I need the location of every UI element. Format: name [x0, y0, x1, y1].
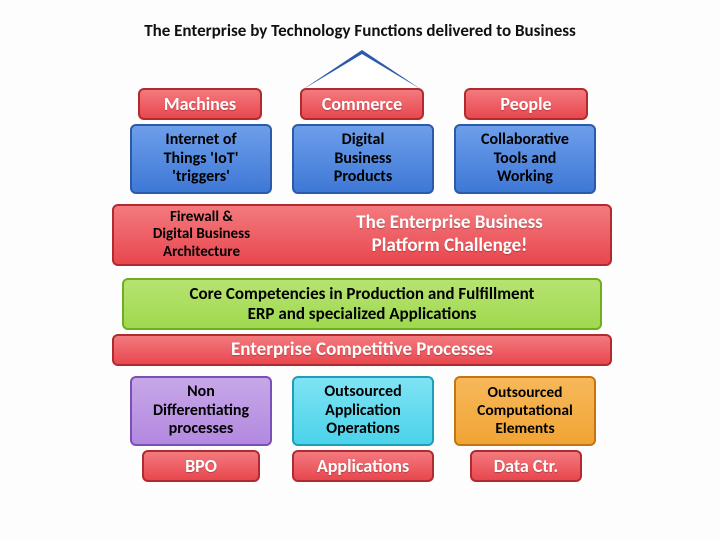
- box-iot-label: Internet of Things 'IoT' 'triggers': [164, 131, 239, 186]
- box-non-differentiating: Non Differentiating processes: [130, 376, 272, 446]
- box-iot: Internet of Things 'IoT' 'triggers': [130, 124, 272, 194]
- footer-bpo: BPO: [142, 450, 260, 482]
- header-machines-label: Machines: [164, 94, 236, 115]
- box-outsourced-app-ops: Outsourced Application Operations: [292, 376, 434, 446]
- footer-data-ctr: Data Ctr.: [470, 450, 582, 482]
- firewall-architecture-label: Firewall & Digital Business Architecture: [114, 205, 289, 265]
- core-competencies-box: Core Competencies in Production and Fulf…: [122, 278, 602, 330]
- header-commerce-label: Commerce: [322, 94, 402, 115]
- header-commerce: Commerce: [300, 88, 424, 120]
- footer-applications-label: Applications: [317, 456, 409, 477]
- roof-fill: [302, 54, 422, 90]
- core-competencies-label: Core Competencies in Production and Fulf…: [190, 284, 535, 323]
- enterprise-competitive-label: Enterprise Competitive Processes: [231, 339, 493, 361]
- page-title: The Enterprise by Technology Functions d…: [0, 20, 720, 41]
- footer-data-ctr-label: Data Ctr.: [494, 456, 558, 477]
- box-non-differentiating-label: Non Differentiating processes: [153, 383, 249, 438]
- footer-applications: Applications: [292, 450, 434, 482]
- platform-challenge-label: The Enterprise Business Platform Challen…: [289, 212, 610, 258]
- box-collaborative: Collaborative Tools and Working: [454, 124, 596, 194]
- box-digital-products-label: Digital Business Products: [334, 131, 392, 186]
- box-outsourced-compute: Outsourced Computational Elements: [454, 376, 596, 446]
- box-digital-products: Digital Business Products: [292, 124, 434, 194]
- header-people-label: People: [500, 94, 551, 115]
- enterprise-competitive-bar: Enterprise Competitive Processes: [112, 334, 612, 366]
- box-collaborative-label: Collaborative Tools and Working: [481, 131, 569, 186]
- box-outsourced-app-ops-label: Outsourced Application Operations: [324, 383, 401, 438]
- platform-challenge-bar: Firewall & Digital Business Architecture…: [112, 204, 612, 266]
- footer-bpo-label: BPO: [185, 456, 217, 477]
- box-outsourced-compute-label: Outsourced Computational Elements: [477, 384, 573, 437]
- header-machines: Machines: [138, 88, 262, 120]
- header-people: People: [464, 88, 588, 120]
